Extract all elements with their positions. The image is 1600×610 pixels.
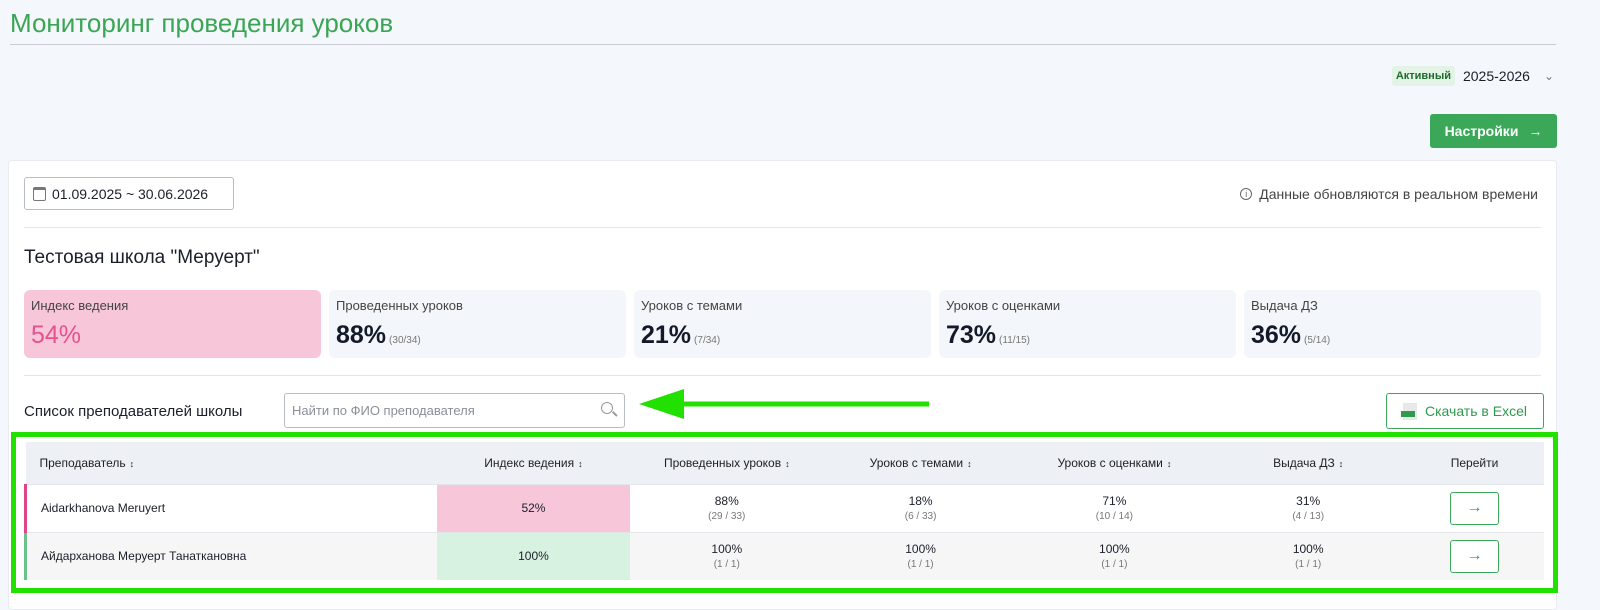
stat-label: Уроков с темами (641, 298, 743, 313)
grades-cell: 100% (1 / 1) (1017, 531, 1212, 580)
homework-cell: 31% (4 / 13) (1211, 483, 1406, 532)
year-selector[interactable]: Активный 2025-2026 ⌄ (1391, 66, 1554, 86)
excel-file-icon (1401, 402, 1418, 420)
sort-icon: ↕ (1166, 458, 1172, 469)
active-badge: Активный (1391, 66, 1455, 86)
stat-sub: (5/14) (1304, 335, 1331, 346)
table-row: Aidarkhanova Meruyert 52% 88% (29 / 33) 1… (24, 483, 1544, 532)
stat-sub: (30/34) (389, 335, 421, 346)
date-range-picker[interactable]: 01.09.2025 ~ 30.06.2026 (24, 177, 234, 210)
lessons-cell: 100% (1 / 1) (629, 531, 824, 580)
go-button[interactable]: → (1450, 539, 1500, 573)
teacher-list-label: Список преподавателей школы (24, 403, 243, 420)
settings-label: Настройки (1444, 123, 1519, 139)
stat-label: Выдача ДЗ (1251, 298, 1318, 313)
stat-card-index: Индекс ведения 54% (24, 290, 321, 358)
header-topics[interactable]: Уроков с темами ↕ (823, 442, 1018, 484)
stat-card-homework: Выдача ДЗ 36% (5/14) (1244, 290, 1541, 358)
divider (24, 227, 1541, 228)
arrow-right-icon: → (1466, 547, 1483, 565)
stat-label: Индекс ведения (31, 298, 129, 313)
teacher-search-input[interactable] (284, 393, 625, 428)
page-title: Мониторинг проведения уроков (10, 8, 394, 38)
lessons-cell: 88% (29 / 33) (629, 483, 824, 532)
header-index[interactable]: Индекс ведения ↕ (437, 442, 630, 484)
homework-cell: 100% (1 / 1) (1211, 531, 1406, 580)
stat-value: 54% (31, 321, 82, 349)
realtime-note: i Данные обновляются в реальном времени (1240, 186, 1538, 202)
topics-cell: 18% (6 / 33) (823, 483, 1018, 532)
sort-icon: ↕ (578, 458, 583, 469)
stat-label: Проведенных уроков (336, 298, 463, 313)
annotation-arrow-icon (639, 389, 929, 419)
index-cell: 100% (437, 531, 630, 580)
settings-button[interactable]: Настройки → (1430, 114, 1557, 148)
stats-row: Индекс ведения 54% Проведенных уроков 88%(… (24, 290, 1541, 358)
table-header: Преподаватель ↕ Индекс ведения ↕ Проведенн… (25, 442, 1544, 484)
download-excel-label: Скачать в Excel (1425, 403, 1527, 419)
header-go: Перейти (1405, 442, 1544, 484)
go-button[interactable]: → (1450, 491, 1500, 525)
stat-value: 88% (336, 321, 387, 349)
year-value: 2025-2026 (1462, 68, 1530, 84)
realtime-note-text: Данные обновляются в реальном времени (1259, 186, 1538, 202)
header-teacher[interactable]: Преподаватель ↕ (25, 442, 438, 484)
teacher-name: Айдарханова Меруерт Танаткановна (24, 531, 438, 580)
download-excel-button[interactable]: Скачать в Excel (1386, 393, 1544, 429)
arrow-right-icon: → (1528, 123, 1543, 139)
chevron-down-icon: ⌄ (1543, 69, 1554, 83)
header-homework[interactable]: Выдача ДЗ ↕ (1211, 442, 1406, 484)
highlight-box (11, 432, 1558, 593)
stat-sub: (7/34) (694, 335, 721, 346)
title-divider (10, 44, 1556, 45)
grades-cell: 71% (10 / 14) (1017, 483, 1212, 532)
stat-card-lessons: Проведенных уроков 88% (30/34) (329, 290, 626, 358)
arrow-right-icon: → (1466, 499, 1483, 516)
stat-sub: (11/15) (999, 335, 1030, 346)
header-grades[interactable]: Уроков с оценками ↕ (1017, 442, 1212, 484)
divider (24, 375, 1541, 376)
stat-value: 73% (946, 321, 997, 349)
calendar-icon (33, 186, 46, 201)
info-icon: i (1240, 188, 1253, 200)
school-name: Тестовая школа "Меруерт" (24, 247, 260, 268)
stat-card-grades: Уроков с оценками 73% (11/15) (939, 290, 1236, 358)
teachers-table: Преподаватель ↕ Индекс ведения ↕ Проведенн… (24, 442, 1544, 580)
index-cell: 52% (437, 483, 630, 532)
date-range-value: 01.09.2025 ~ 30.06.2026 (52, 185, 209, 202)
sort-icon: ↕ (785, 458, 790, 469)
teacher-name: Aidarkhanova Meruyert (24, 483, 438, 532)
topics-cell: 100% (1 / 1) (823, 531, 1018, 580)
sort-icon: ↕ (967, 458, 972, 469)
stat-value: 21% (641, 321, 692, 349)
table-row: Айдарханова Меруерт Танаткановна 100% 10… (24, 531, 1544, 580)
stat-card-topics: Уроков с темами 21% (7/34) (634, 290, 931, 358)
header-lessons[interactable]: Проведенных уроков ↕ (629, 442, 824, 484)
sort-icon: ↕ (1338, 458, 1344, 469)
stat-label: Уроков с оценками (946, 298, 1061, 313)
search-icon[interactable] (601, 402, 613, 414)
stat-value: 36% (1251, 321, 1302, 349)
school-card: 01.09.2025 ~ 30.06.2026 i Данные обновляю… (8, 160, 1558, 610)
sort-icon: ↕ (129, 458, 135, 469)
